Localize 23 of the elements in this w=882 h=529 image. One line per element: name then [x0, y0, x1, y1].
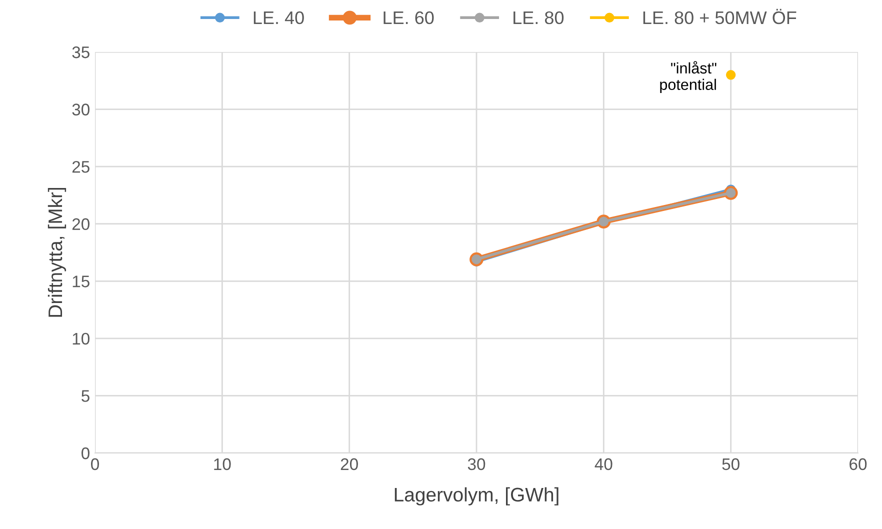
- x-tick-label: 0: [91, 458, 99, 470]
- y-tick-label: 15: [72, 276, 90, 288]
- legend-label: LE. 60: [384, 11, 434, 24]
- x-tick-label: 50: [722, 458, 740, 470]
- y-tick-label: 10: [72, 332, 90, 345]
- y-tick-label: 25: [72, 160, 90, 173]
- x-tick-label: 40: [594, 458, 612, 470]
- annotation: "inlåst" potential: [660, 61, 716, 94]
- legend-label: LE. 40: [254, 11, 304, 24]
- y-tick-label: 5: [82, 390, 90, 402]
- x-tick-label: 60: [850, 458, 867, 470]
- x-tick-label: 30: [468, 458, 486, 470]
- y-tick-label: 30: [72, 104, 90, 116]
- y-axis-title: Driftnytta, [Mkr]: [48, 188, 66, 317]
- legend-label: LE. 80 + 50MW ÖF: [643, 8, 796, 24]
- y-tick-label: 0: [82, 447, 90, 460]
- x-tick-label: 10: [214, 458, 231, 470]
- legend-label: LE. 80: [514, 11, 564, 24]
- y-tick-label: 20: [72, 218, 90, 230]
- x-axis-title: Lagervolym, [GWh]: [394, 487, 558, 506]
- point: [726, 70, 736, 80]
- y-tick-label: 35: [72, 46, 90, 58]
- x-tick-label: 20: [340, 458, 358, 470]
